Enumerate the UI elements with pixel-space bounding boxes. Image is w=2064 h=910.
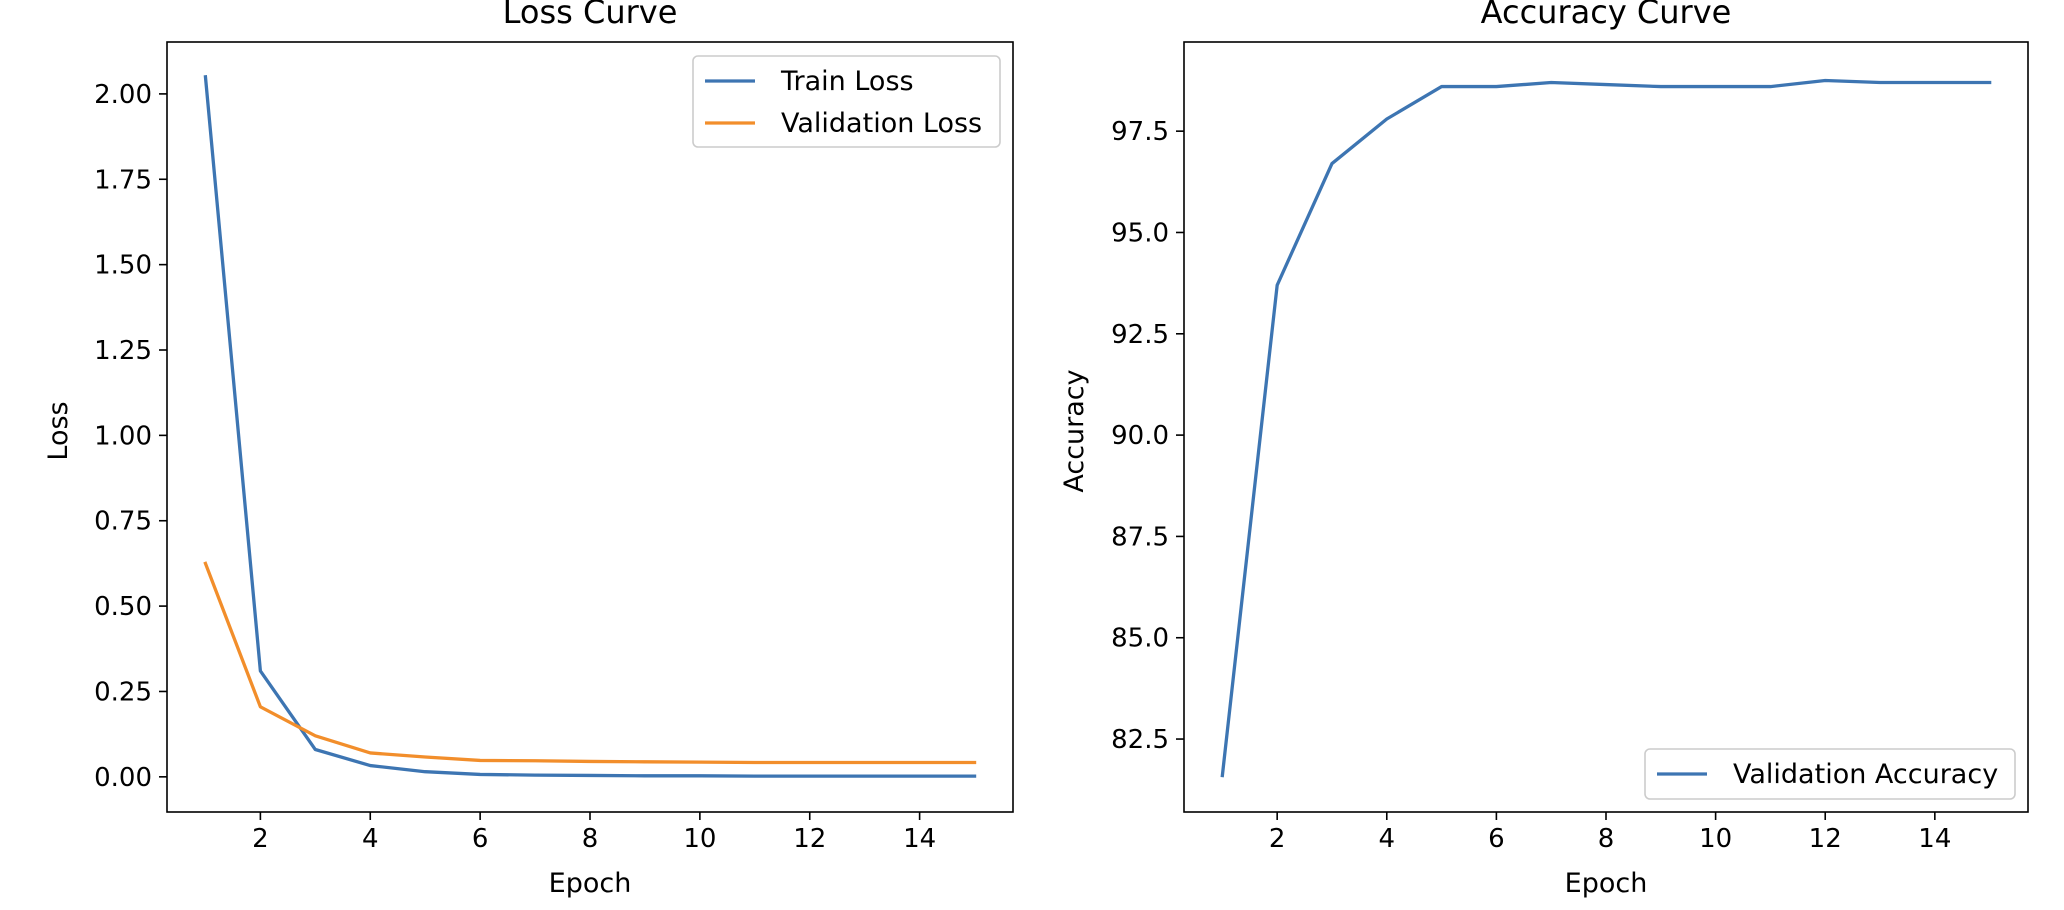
loss-series-validation-loss [203, 561, 977, 765]
loss-y-tick-label: 1.75 [94, 165, 152, 195]
accuracy-plot-layer [1220, 78, 1992, 778]
accuracy-x-tick-label: 6 [1488, 824, 1505, 854]
accuracy-y-tick-label: 97.5 [1111, 117, 1169, 147]
accuracy-y-ticks: 82.5 85.0 87.5 90.0 92.5 95.0 97.5 [1111, 117, 1184, 755]
accuracy-legend: Validation Accuracy [1644, 748, 2016, 800]
loss-x-tick-label: 12 [793, 824, 826, 854]
accuracy-x-tick-label: 4 [1379, 824, 1396, 854]
loss-y-axis-label: Loss [43, 401, 74, 460]
accuracy-x-tick-label: 12 [1809, 824, 1842, 854]
loss-x-tick-label: 6 [472, 824, 489, 854]
loss-legend-label-validation-loss: Validation Loss [781, 108, 982, 139]
accuracy-y-tick-label: 95.0 [1111, 218, 1169, 248]
loss-y-tick-label: 1.50 [94, 251, 152, 281]
accuracy-x-tick-label: 14 [1918, 824, 1951, 854]
loss-y-tick-label: 1.25 [94, 336, 152, 366]
accuracy-legend-box [1644, 748, 2016, 800]
accuracy-chart: Accuracy Curve 2 4 6 8 10 12 14 82.5 85.0 87.5 90… [1059, 0, 2029, 899]
loss-x-tick-label: 14 [903, 824, 936, 854]
accuracy-y-tick-label: 82.5 [1111, 725, 1169, 755]
loss-legend-label-train-loss: Train Loss [780, 66, 914, 97]
loss-x-tick-label: 4 [362, 824, 379, 854]
loss-x-ticks: 2 4 6 8 10 12 14 [252, 812, 936, 854]
accuracy-x-tick-label: 2 [1269, 824, 1286, 854]
loss-y-tick-label: 0.50 [94, 592, 152, 622]
loss-legend: Train Loss Validation Loss [692, 55, 1001, 148]
loss-axes-frame [166, 41, 1014, 813]
accuracy-axes-frame [1183, 41, 2029, 813]
loss-x-axis-label: Epoch [549, 868, 632, 899]
loss-x-tick-label: 10 [683, 824, 716, 854]
accuracy-x-tick-label: 10 [1699, 824, 1732, 854]
accuracy-y-tick-label: 85.0 [1111, 624, 1169, 654]
accuracy-y-axis-label: Accuracy [1059, 369, 1090, 492]
loss-plot-layer [203, 75, 977, 778]
loss-legend-box [692, 55, 1001, 148]
accuracy-x-tick-label: 8 [1598, 824, 1615, 854]
accuracy-y-tick-label: 90.0 [1111, 421, 1169, 451]
loss-series-train-loss [203, 75, 977, 778]
accuracy-legend-label-validation-accuracy: Validation Accuracy [1733, 759, 1998, 790]
loss-chart: Loss Curve 2 4 6 8 10 12 14 0.00 0.25 0.50 0.75 1.… [43, 0, 1014, 899]
accuracy-series-validation-accuracy [1220, 78, 1992, 778]
accuracy-x-axis-label: Epoch [1565, 868, 1648, 899]
accuracy-x-ticks: 2 4 6 8 10 12 14 [1269, 812, 1951, 854]
loss-y-tick-label: 0.00 [94, 763, 152, 793]
accuracy-y-tick-label: 92.5 [1111, 320, 1169, 350]
accuracy-chart-title: Accuracy Curve [1481, 0, 1732, 31]
loss-y-ticks: 0.00 0.25 0.50 0.75 1.00 1.25 1.50 1.75 2.00 [94, 80, 167, 793]
loss-y-tick-label: 2.00 [94, 80, 152, 110]
accuracy-y-tick-label: 87.5 [1111, 522, 1169, 552]
loss-y-tick-label: 1.00 [94, 421, 152, 451]
loss-x-tick-label: 2 [252, 824, 269, 854]
loss-y-tick-label: 0.25 [94, 677, 152, 707]
loss-y-tick-label: 0.75 [94, 507, 152, 537]
loss-chart-title: Loss Curve [503, 0, 678, 31]
loss-x-tick-label: 8 [582, 824, 599, 854]
